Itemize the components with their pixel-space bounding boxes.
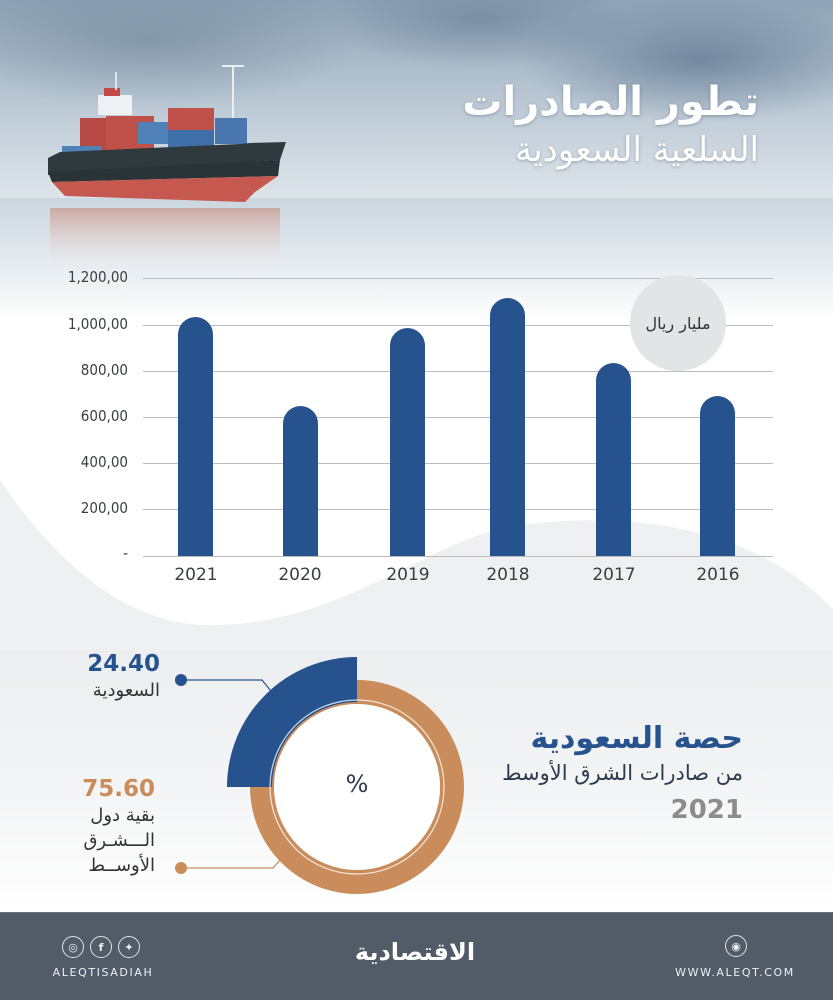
rest-name-line-2: الـــشـرق [83,830,155,851]
unit-badge: مليار ريال [630,275,726,371]
bar-2018 [490,298,525,556]
y-tick-label: 200,00 [80,499,128,517]
y-tick-label: 1,000,00 [67,315,128,333]
gridline [143,417,773,418]
y-tick-label: 400,00 [80,453,128,471]
x-tick-label: 2019 [386,565,430,585]
bar-chart: 1,200,00 1,000,00 800,00 600,00 400,00 2… [67,268,773,585]
y-tick-label: 1,200,00 [67,268,128,286]
title-line-1: تطور الصادرات [462,79,759,125]
x-tick-label: 2017 [592,565,636,585]
rest-name-line-1: بقية دول [90,805,155,826]
rest-value: 75.60 [82,776,155,802]
y-tick-label: 800,00 [80,361,128,379]
saudi-value: 24.40 [87,651,160,677]
bar-2019 [390,328,425,556]
bar-2020 [283,406,318,556]
brand-logo: الاقتصادية [354,938,476,966]
x-axis-line [143,556,773,557]
rest-name-line-3: الأوســط [88,855,155,876]
cargo-ship-image [48,65,286,278]
twitter-icon[interactable]: ✦ [118,936,140,958]
social-handle[interactable]: ALEQTISADIAH [52,966,154,979]
footer [0,912,833,1000]
instagram-icon[interactable]: ◎ [62,936,84,958]
saudi-label: 24.40 السعودية [60,650,160,703]
y-tick-label: - [123,544,128,562]
x-tick-label: 2016 [696,565,740,585]
bar-2017 [596,363,631,556]
saudi-name: السعودية [92,680,160,701]
main-title: تطور الصادرات السلعية السعودية [462,76,759,172]
bar-2016 [700,396,735,556]
share-year: 2021 [670,795,743,825]
gridline [143,278,773,279]
donut-chart [175,657,464,894]
website-link[interactable]: WWW.ALEQT.COM [675,966,795,979]
y-tick-label: 600,00 [80,407,128,425]
share-heading: حصة السعودية من صادرات الشرق الأوسط 2021 [502,720,743,828]
x-tick-label: 2020 [278,565,322,585]
web-icon[interactable]: ◉ [725,935,747,957]
bar-2021 [178,317,213,556]
share-subtitle: من صادرات الشرق الأوسط [502,761,743,785]
x-tick-label: 2018 [486,565,530,585]
share-title: حصة السعودية [530,721,744,756]
social-icons: ◎ f ✦ [62,936,140,958]
facebook-icon[interactable]: f [90,936,112,958]
title-line-2: السلعية السعودية [514,130,759,170]
gridline [143,509,773,510]
rest-label: 75.60 بقية دول الـــشـرق الأوســط [60,775,155,878]
x-tick-label: 2021 [174,565,218,585]
donut-center-symbol: % [345,770,369,798]
gridline [143,371,773,372]
gridline [143,463,773,464]
gridline [143,325,773,326]
